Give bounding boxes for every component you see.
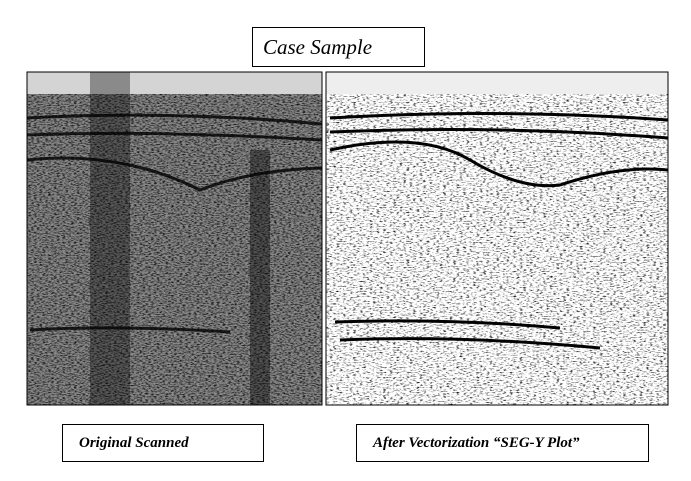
caption: After Vectorization “SEG-Y Plot” (356, 424, 649, 462)
original-panel (27, 72, 322, 405)
panel-frame (325, 71, 669, 406)
title: Case Sample (252, 27, 425, 67)
caption: Original Scanned (62, 424, 264, 462)
panel-frame (26, 71, 323, 406)
vectorized-panel (326, 72, 668, 405)
